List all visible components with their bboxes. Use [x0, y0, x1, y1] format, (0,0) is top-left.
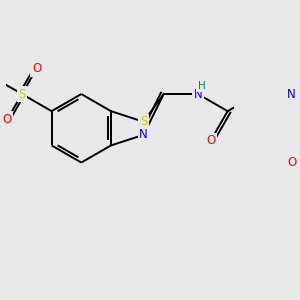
Text: S: S	[18, 88, 26, 100]
Text: N: N	[287, 88, 296, 100]
Text: O: O	[3, 113, 12, 126]
Text: H: H	[197, 81, 205, 91]
Text: O: O	[206, 134, 215, 147]
Text: O: O	[287, 156, 296, 169]
Text: N: N	[139, 128, 148, 141]
Text: N: N	[194, 88, 202, 100]
Text: O: O	[32, 62, 41, 75]
Text: S: S	[140, 115, 147, 128]
